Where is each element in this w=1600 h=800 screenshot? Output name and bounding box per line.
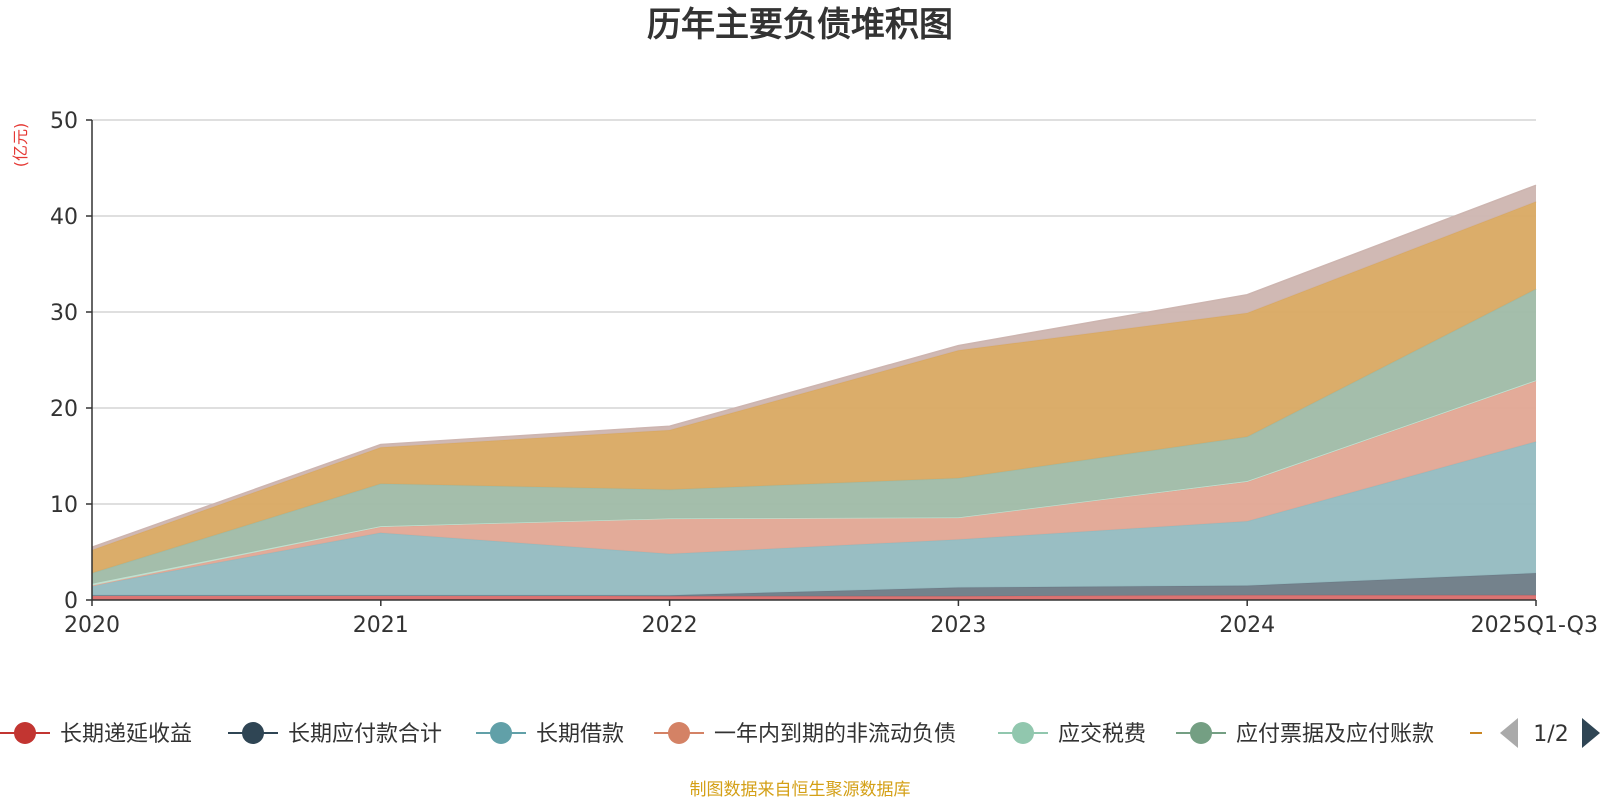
x-tick-label: 2020 — [64, 613, 120, 638]
legend-next-page-icon[interactable] — [1582, 718, 1600, 748]
y-tick-label: 30 — [50, 301, 78, 326]
legend-page-indicator: 1/2 — [1533, 722, 1568, 747]
legend-label: 长期递延收益 — [60, 722, 192, 747]
legend-item-3[interactable]: 一年内到期的非流动负债 — [654, 722, 956, 747]
legend-label: 一年内到期的非流动负债 — [714, 722, 956, 747]
area-series-0[interactable] — [92, 595, 1536, 600]
x-tick-label: 2021 — [353, 613, 409, 638]
area-series — [91, 184, 1537, 600]
legend-item-2[interactable]: 长期借款 — [476, 722, 624, 747]
legend-marker — [490, 722, 512, 744]
x-tick-label: 2022 — [642, 613, 698, 638]
area-series-5[interactable] — [92, 289, 1536, 584]
legend-marker — [1190, 722, 1212, 744]
x-tick-label: 2024 — [1219, 613, 1275, 638]
legend-item-5[interactable]: 应付票据及应付账款 — [1176, 722, 1434, 747]
area-series-2[interactable] — [92, 441, 1536, 596]
area-series-line-7 — [91, 184, 1537, 548]
legend-label: 长期借款 — [536, 722, 624, 747]
legend-item-4[interactable]: 应交税费 — [998, 722, 1146, 747]
y-tick-label: 10 — [50, 493, 78, 518]
y-tick-label: 20 — [50, 397, 78, 422]
x-tick-label: 2025Q1-Q3 — [1471, 613, 1598, 638]
y-tick-label: 50 — [50, 109, 78, 134]
legend-label: 应付票据及应付账款 — [1236, 722, 1434, 747]
y-tick-label: 40 — [50, 205, 78, 230]
legend-item-1[interactable]: 长期应付款合计 — [228, 722, 442, 747]
area-series-1[interactable] — [92, 573, 1536, 597]
legend-marker — [242, 722, 264, 744]
legend-marker — [668, 722, 690, 744]
axes: 0 10 20 30 40 50 2020 2021 2022 2023 2024 2025Q1-Q3 — [50, 109, 1598, 638]
x-tick-label: 2023 — [930, 613, 986, 638]
legend-item-0[interactable]: 长期递延收益 — [0, 722, 192, 747]
legend-marker — [14, 722, 36, 744]
data-source-note: 制图数据来自恒生聚源数据库 — [690, 780, 911, 800]
y-tick-label: 0 — [64, 589, 78, 614]
area-series-6[interactable] — [92, 201, 1536, 574]
area-series-3[interactable] — [92, 381, 1536, 586]
legend-label: 应交税费 — [1058, 722, 1146, 747]
legend: 长期递延收益 长期应付款合计 长期借款 一年内到期的非流动负债 应交税费 应付票据及应付账… — [0, 718, 1600, 748]
chart-title: 历年主要负债堆积图 — [647, 5, 953, 45]
legend-marker — [1012, 722, 1034, 744]
legend-label: 长期应付款合计 — [288, 722, 442, 747]
y-axis-unit-label: (亿元) — [11, 123, 30, 168]
legend-prev-page-icon[interactable] — [1500, 718, 1518, 748]
